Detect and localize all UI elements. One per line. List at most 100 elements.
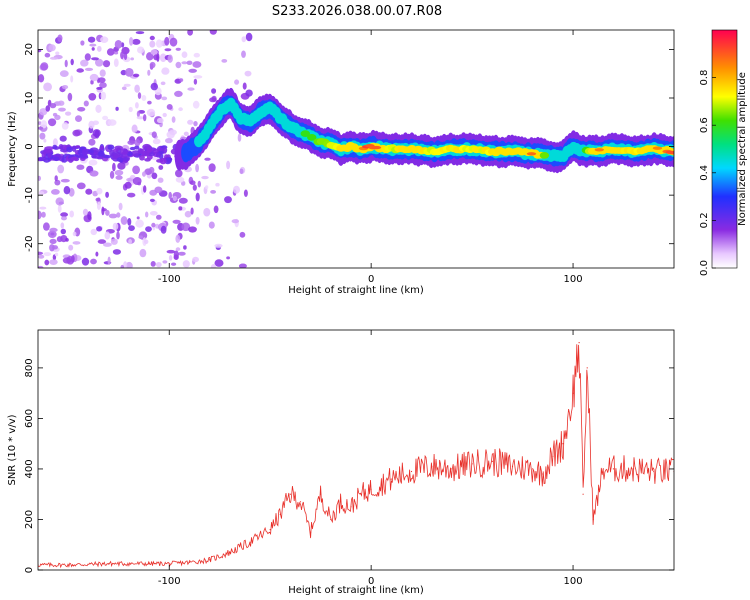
noise-blob xyxy=(84,67,94,71)
noise-blob xyxy=(38,175,41,181)
snr-data-point xyxy=(390,478,392,480)
noise-blob xyxy=(171,262,177,266)
noise-blob xyxy=(63,186,71,195)
noise-blob xyxy=(245,89,253,97)
noise-blob xyxy=(178,206,183,211)
noise-blob xyxy=(59,70,69,77)
band-blob xyxy=(139,154,145,161)
colorbar-gradient xyxy=(711,29,738,269)
noise-blob xyxy=(129,37,134,46)
noise-blob xyxy=(131,38,141,45)
noise-blob xyxy=(38,126,44,130)
noise-blob xyxy=(184,210,192,218)
noise-blob xyxy=(88,93,97,101)
noise-blob xyxy=(77,107,86,112)
noise-blob xyxy=(114,40,123,49)
noise-blob xyxy=(136,216,140,220)
noise-blob xyxy=(179,78,184,82)
noise-blob xyxy=(84,53,91,61)
snr-data-point xyxy=(310,531,312,533)
band-blob xyxy=(127,151,133,157)
noise-blob xyxy=(49,103,57,109)
noise-blob xyxy=(142,171,146,177)
x-tick-label: 100 xyxy=(564,576,583,587)
noise-blob xyxy=(57,100,65,106)
band-blob xyxy=(152,148,159,154)
noise-blob xyxy=(88,120,95,129)
noise-blob xyxy=(128,225,135,232)
noise-blob xyxy=(90,258,97,265)
noise-blob xyxy=(192,61,202,68)
noise-blob xyxy=(43,82,52,92)
snr-data-point xyxy=(592,518,594,521)
figure-title: S233.2026.038.00.07.R08 xyxy=(272,4,442,19)
noise-blob xyxy=(187,119,194,125)
noise-blob xyxy=(208,163,216,173)
snr-data-point xyxy=(451,468,453,470)
noise-blob xyxy=(131,124,138,133)
noise-blob xyxy=(154,186,163,194)
spectrogram-frame xyxy=(37,29,675,269)
y-tick-label: 200 xyxy=(24,510,35,529)
band-blob xyxy=(155,152,161,158)
noise-blob xyxy=(187,87,195,91)
noise-blob xyxy=(181,61,188,65)
noise-blob xyxy=(233,185,240,194)
noise-blob xyxy=(87,211,92,221)
ridge-blob xyxy=(526,152,537,156)
noise-blob xyxy=(137,181,141,186)
ridge-blob xyxy=(594,148,604,152)
noise-blob xyxy=(92,129,101,138)
noise-blob xyxy=(178,251,186,256)
band-blob xyxy=(120,148,128,155)
noise-blob xyxy=(151,172,158,180)
snr-data-point xyxy=(586,367,588,369)
noise-blob xyxy=(61,85,69,90)
noise-blob xyxy=(97,45,102,52)
noise-blob xyxy=(193,78,198,85)
snr-data-point xyxy=(582,493,584,495)
y-tick-label: 600 xyxy=(24,409,35,428)
noise-blob xyxy=(121,86,127,91)
noise-blob xyxy=(66,255,75,265)
snr-data-point xyxy=(633,468,635,470)
noise-blob xyxy=(144,239,149,245)
noise-blob xyxy=(145,211,149,218)
noise-blob xyxy=(125,261,133,268)
noise-blob xyxy=(38,74,45,83)
noise-blob xyxy=(104,231,111,240)
noise-blob xyxy=(155,39,163,48)
noise-blob xyxy=(40,62,49,71)
noise-blob xyxy=(40,120,47,129)
noise-blob xyxy=(197,180,201,188)
snr-data-point xyxy=(572,392,574,394)
noise-blob xyxy=(108,213,118,219)
noise-blob xyxy=(112,249,121,255)
noise-blob xyxy=(244,70,252,77)
noise-blob xyxy=(55,197,64,206)
noise-blob xyxy=(72,231,77,237)
noise-blob xyxy=(175,234,181,243)
noise-blob xyxy=(242,82,247,90)
noise-blob xyxy=(151,131,157,138)
noise-blob xyxy=(178,107,183,112)
noise-blob xyxy=(188,68,197,73)
noise-blob xyxy=(134,139,141,147)
y-tick-label: 400 xyxy=(24,459,35,478)
noise-blob xyxy=(54,252,59,257)
noise-blob xyxy=(164,36,170,46)
noise-blob xyxy=(45,105,51,112)
noise-blob xyxy=(215,182,220,187)
noise-blob xyxy=(241,50,246,58)
noise-blob xyxy=(76,182,86,190)
noise-blob xyxy=(153,54,159,61)
noise-blob xyxy=(95,58,104,67)
noise-blob xyxy=(213,205,219,214)
noise-blob xyxy=(126,177,134,182)
noise-blob xyxy=(107,119,117,126)
snr-data-point xyxy=(299,501,302,503)
noise-blob xyxy=(76,164,85,170)
colorbar-label: Normalized spectral amplitude xyxy=(737,72,748,226)
noise-blob xyxy=(156,117,164,124)
noise-blob xyxy=(175,61,182,69)
